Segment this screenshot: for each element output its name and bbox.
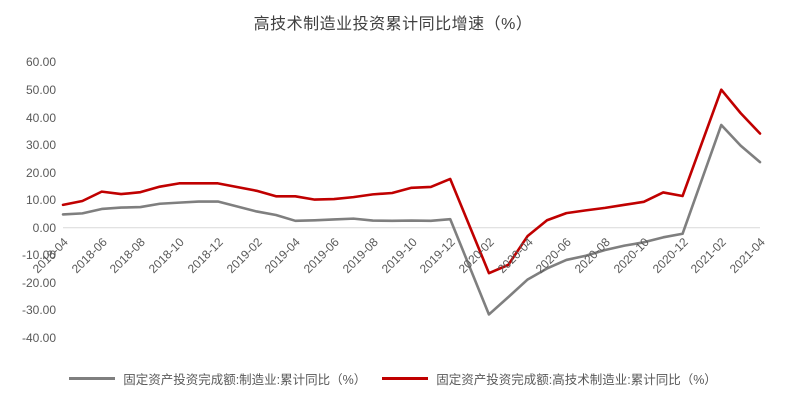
- y-axis-tick-label: 60.00: [25, 55, 56, 70]
- y-axis-tick-label: -30.00: [21, 303, 56, 318]
- legend-item-hightech: 固定资产投资完成额:高技术制造业:累计同比（%）: [382, 369, 717, 388]
- legend: 固定资产投资完成额:制造业:累计同比（%） 固定资产投资完成额:高技术制造业:累…: [0, 369, 786, 388]
- legend-line-swatch-manufacturing: [69, 377, 116, 380]
- y-axis-tick-label: 50.00: [25, 83, 56, 97]
- y-axis-tick-label: -40.00: [21, 330, 56, 345]
- legend-label-manufacturing: 固定资产投资完成额:制造业:累计同比（%）: [123, 373, 367, 387]
- series-line-manufacturing: [61, 123, 762, 316]
- y-axis-tick-label: 10.00: [25, 193, 56, 208]
- y-axis-tick-label: 40.00: [25, 110, 56, 125]
- y-axis-tick-label: -20.00: [21, 275, 56, 290]
- legend-line-swatch-hightech: [382, 377, 429, 380]
- y-axis-tick-label: 0.00: [32, 220, 56, 235]
- y-axis-tick-label: -10.00: [21, 248, 56, 263]
- y-axis-tick-label: 20.00: [25, 165, 56, 180]
- chart-title: 高技术制造业投资累计同比增速（%）: [253, 16, 533, 33]
- legend-label-hightech: 固定资产投资完成额:高技术制造业:累计同比（%）: [436, 373, 717, 387]
- legend-item-manufacturing: 固定资产投资完成额:制造业:累计同比（%）: [69, 369, 366, 388]
- y-axis-tick-label: 30.00: [25, 138, 56, 153]
- series-line-hightech-manufacturing: [61, 88, 762, 275]
